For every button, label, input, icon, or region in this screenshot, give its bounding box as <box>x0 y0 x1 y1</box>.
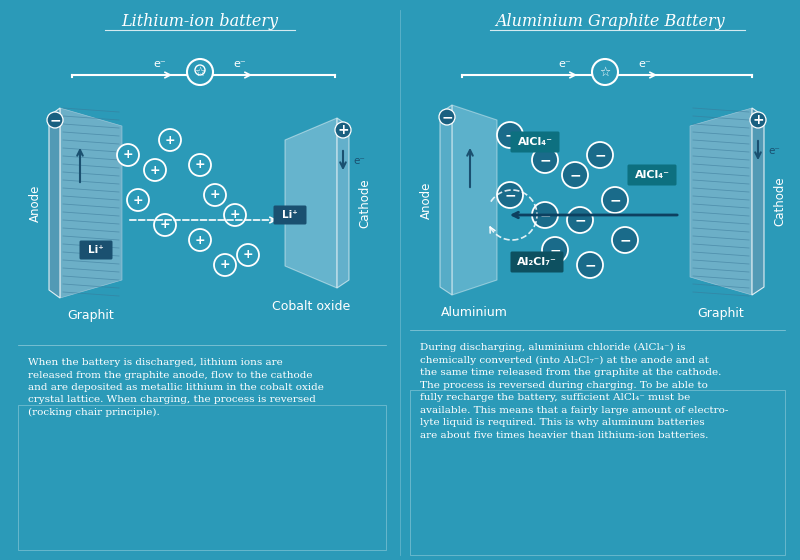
Text: +: + <box>752 113 764 127</box>
Text: +: + <box>242 249 254 262</box>
Circle shape <box>144 159 166 181</box>
Circle shape <box>47 112 63 128</box>
Text: e⁻: e⁻ <box>234 59 246 69</box>
Text: −: − <box>584 258 596 272</box>
Text: +: + <box>230 208 240 222</box>
Text: +: + <box>150 164 160 176</box>
Circle shape <box>127 189 149 211</box>
Text: +: + <box>194 234 206 246</box>
Circle shape <box>612 227 638 253</box>
Text: AlCl₄⁻: AlCl₄⁻ <box>518 137 553 147</box>
Circle shape <box>187 59 213 85</box>
Text: e⁻: e⁻ <box>558 59 571 69</box>
Circle shape <box>497 182 523 208</box>
Text: e⁻: e⁻ <box>353 156 365 166</box>
Circle shape <box>750 112 766 128</box>
Circle shape <box>497 122 523 148</box>
Circle shape <box>562 162 588 188</box>
Text: Anode: Anode <box>29 184 42 222</box>
Text: ☆: ☆ <box>194 66 206 78</box>
Text: −: − <box>549 243 561 257</box>
Circle shape <box>542 237 568 263</box>
Circle shape <box>602 187 628 213</box>
Text: Cobalt oxide: Cobalt oxide <box>272 300 350 312</box>
Circle shape <box>532 202 558 228</box>
Text: −: − <box>594 148 606 162</box>
FancyBboxPatch shape <box>510 132 559 152</box>
Circle shape <box>237 244 259 266</box>
Circle shape <box>224 204 246 226</box>
Text: −: − <box>539 153 551 167</box>
Text: +: + <box>220 259 230 272</box>
Polygon shape <box>690 108 752 295</box>
Text: e⁻: e⁻ <box>768 146 780 156</box>
Text: −: − <box>619 233 631 247</box>
Circle shape <box>189 154 211 176</box>
Text: Graphit: Graphit <box>698 306 744 320</box>
Text: +: + <box>160 218 170 231</box>
Polygon shape <box>60 108 122 298</box>
Text: ☆: ☆ <box>599 66 610 78</box>
Text: +: + <box>337 123 349 137</box>
Text: −: − <box>49 113 61 127</box>
Circle shape <box>532 147 558 173</box>
Circle shape <box>154 214 176 236</box>
Text: Lithium-ion battery: Lithium-ion battery <box>122 13 278 30</box>
Text: +: + <box>122 148 134 161</box>
Text: −: − <box>539 208 551 222</box>
Text: Al₂Cl₇⁻: Al₂Cl₇⁻ <box>517 257 557 267</box>
Polygon shape <box>337 118 349 288</box>
Polygon shape <box>49 108 60 298</box>
Circle shape <box>335 122 351 138</box>
Text: +: + <box>133 194 143 207</box>
FancyBboxPatch shape <box>274 206 306 225</box>
Circle shape <box>439 109 455 125</box>
Circle shape <box>117 144 139 166</box>
Text: e⁻: e⁻ <box>638 59 651 69</box>
Circle shape <box>577 252 603 278</box>
Text: −: − <box>504 128 516 142</box>
Text: −: − <box>441 110 453 124</box>
Text: +: + <box>194 158 206 171</box>
Text: +: + <box>210 189 220 202</box>
Text: +: + <box>165 133 175 147</box>
Circle shape <box>159 129 181 151</box>
Text: e⁻: e⁻ <box>154 59 166 69</box>
Polygon shape <box>752 108 764 295</box>
Text: −: − <box>504 188 516 202</box>
FancyBboxPatch shape <box>79 240 113 259</box>
Text: During discharging, aluminium chloride (AlCl₄⁻) is
chemically converted (into Al: During discharging, aluminium chloride (… <box>420 343 728 440</box>
Text: Li⁺: Li⁺ <box>282 210 298 220</box>
Text: Li⁺: Li⁺ <box>88 245 104 255</box>
Text: Graphit: Graphit <box>68 310 114 323</box>
Text: −: − <box>569 168 581 182</box>
Circle shape <box>567 207 593 233</box>
Text: Cathode: Cathode <box>358 178 371 228</box>
FancyBboxPatch shape <box>510 251 563 273</box>
Circle shape <box>189 229 211 251</box>
Text: Aluminium: Aluminium <box>441 306 508 320</box>
FancyBboxPatch shape <box>627 165 677 185</box>
Circle shape <box>587 142 613 168</box>
Text: −: − <box>574 213 586 227</box>
Text: Cathode: Cathode <box>774 176 786 226</box>
Polygon shape <box>285 118 337 288</box>
Polygon shape <box>440 105 452 295</box>
Polygon shape <box>452 105 497 295</box>
Circle shape <box>204 184 226 206</box>
Text: AlCl₄⁻: AlCl₄⁻ <box>634 170 670 180</box>
Circle shape <box>592 59 618 85</box>
Circle shape <box>214 254 236 276</box>
Text: −: − <box>609 193 621 207</box>
Text: Aluminium Graphite Battery: Aluminium Graphite Battery <box>495 13 725 30</box>
Text: When the battery is discharged, lithium ions are
released from the graphite anod: When the battery is discharged, lithium … <box>28 358 324 417</box>
Text: Anode: Anode <box>419 181 433 219</box>
